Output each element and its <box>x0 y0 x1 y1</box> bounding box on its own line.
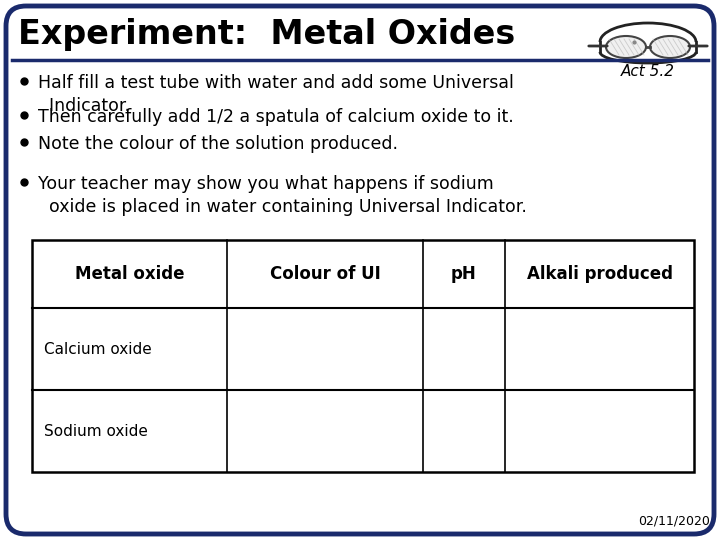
Text: Alkali produced: Alkali produced <box>526 265 672 283</box>
Ellipse shape <box>650 36 690 58</box>
Text: Act 5.2: Act 5.2 <box>621 64 675 79</box>
Text: pH: pH <box>451 265 477 283</box>
Text: Metal oxide: Metal oxide <box>75 265 184 283</box>
Bar <box>32 240 694 472</box>
Text: 02/11/2020: 02/11/2020 <box>638 515 710 528</box>
Text: Your teacher may show you what happens if sodium
  oxide is placed in water cont: Your teacher may show you what happens i… <box>38 175 527 216</box>
Text: Experiment:  Metal Oxides: Experiment: Metal Oxides <box>18 18 516 51</box>
Text: Note the colour of the solution produced.: Note the colour of the solution produced… <box>38 135 398 153</box>
Ellipse shape <box>606 36 646 58</box>
Text: Calcium oxide: Calcium oxide <box>44 341 152 356</box>
Text: Sodium oxide: Sodium oxide <box>44 423 148 438</box>
Text: Colour of UI: Colour of UI <box>269 265 380 283</box>
Text: Then carefully add 1/2 a spatula of calcium oxide to it.: Then carefully add 1/2 a spatula of calc… <box>38 108 514 126</box>
Text: Half fill a test tube with water and add some Universal
  Indicator.: Half fill a test tube with water and add… <box>38 74 514 115</box>
FancyBboxPatch shape <box>6 6 714 534</box>
